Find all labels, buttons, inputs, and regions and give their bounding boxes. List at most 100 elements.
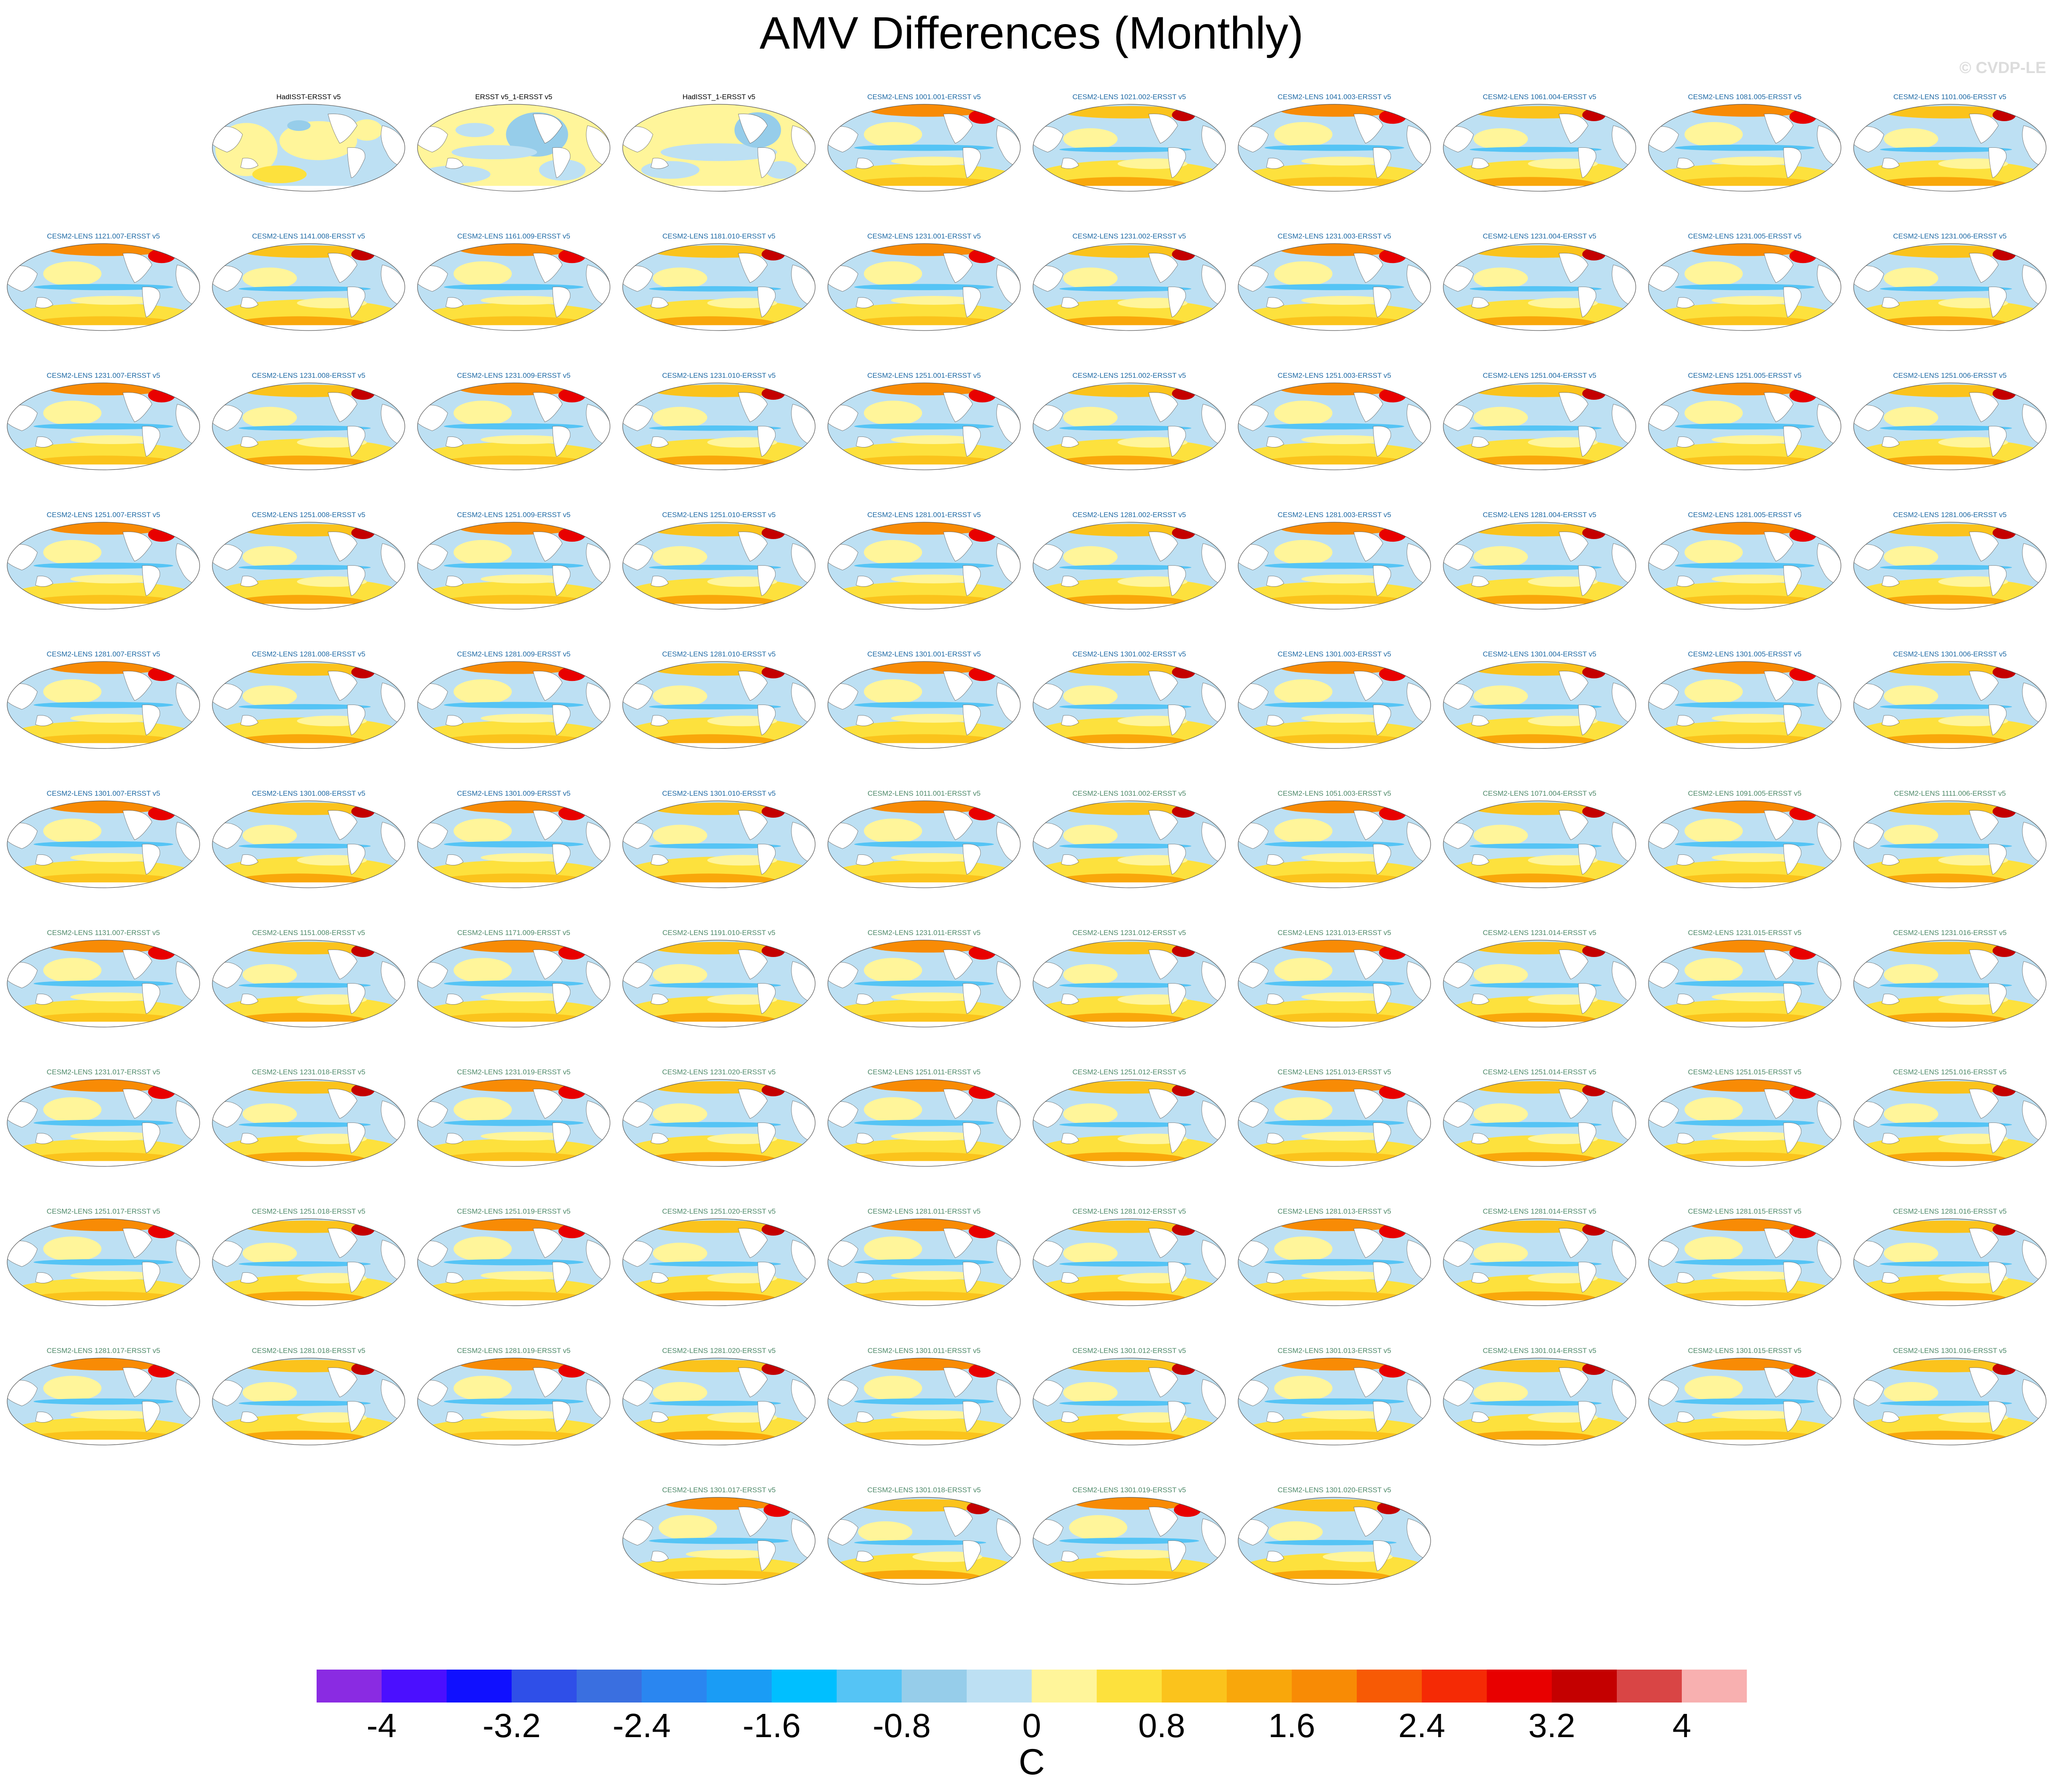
land-mass (651, 1133, 669, 1144)
colorbar-tick-label: 3.2 (1528, 1707, 1575, 1744)
land-mass (1881, 436, 1900, 447)
land-mass (1353, 531, 1383, 561)
land-mass (1061, 1412, 1079, 1423)
anomaly-region (1469, 286, 1602, 292)
anomaly-region (1264, 562, 1404, 569)
anomaly-region (653, 1242, 708, 1264)
anomaly-region (1675, 1120, 1815, 1126)
land-mass (552, 1122, 571, 1153)
anomaly-region (444, 702, 584, 708)
land-mass (651, 854, 669, 865)
anomaly-region (1264, 144, 1404, 151)
anomaly-region (1301, 1271, 1387, 1280)
land-mass (1471, 1272, 1489, 1283)
anomaly-region (649, 1400, 781, 1406)
land-mass (738, 810, 768, 840)
colorbar-bin (577, 1670, 642, 1703)
land-mass (1407, 265, 1431, 307)
land-mass (1881, 1133, 1900, 1144)
anomaly-region (664, 1497, 781, 1510)
land-mass (1676, 854, 1694, 865)
anomaly-region (854, 841, 994, 848)
panel-title: CESM2-LENS 1231.008-ERSST v5 (252, 371, 366, 380)
land-mass (586, 683, 610, 725)
anomaly-region (1280, 1219, 1397, 1231)
colorbar-bin (1487, 1670, 1552, 1703)
land-mass (996, 822, 1020, 864)
land-mass (791, 683, 815, 725)
land-mass (122, 1228, 152, 1258)
land-mass (176, 822, 200, 864)
land-mass (1443, 544, 1474, 570)
land-mass (1238, 962, 1269, 988)
anomaly-region (854, 1120, 994, 1126)
land-mass (1238, 405, 1269, 431)
map-panel: CESM2-LENS 1251.018-ERSST v5 (212, 1207, 405, 1306)
map-panel: CESM2-LENS 1161.009-ERSST v5 (417, 232, 610, 331)
anomaly-region (1675, 702, 1815, 708)
land-mass (7, 1380, 38, 1406)
colorbar-bin (1162, 1670, 1227, 1703)
land-mass (347, 426, 366, 457)
anomaly-region (1063, 824, 1118, 846)
panel-title: CESM2-LENS 1251.009-ERSST v5 (457, 511, 571, 519)
anomaly-region (1884, 1242, 1938, 1264)
land-mass (1033, 1101, 1064, 1128)
anomaly-region (1711, 1132, 1797, 1141)
land-mass (1783, 565, 1802, 596)
anomaly-region (451, 145, 537, 160)
panel-title: CESM2-LENS 1231.013-ERSST v5 (1278, 929, 1391, 937)
anomaly-region (1711, 575, 1797, 583)
anomaly-region (1690, 801, 1807, 813)
anomaly-region (864, 1376, 922, 1401)
land-mass (1168, 1122, 1186, 1153)
land-mass (1988, 705, 2007, 735)
anomaly-region (649, 704, 781, 710)
anomaly-region (1884, 964, 1938, 986)
anomaly-region (43, 1376, 102, 1401)
map-panel: CESM2-LENS 1121.007-ERSST v5 (7, 232, 200, 331)
panel-title: CESM2-LENS 1281.012-ERSST v5 (1073, 1207, 1186, 1215)
land-mass (1881, 297, 1900, 308)
land-mass (586, 404, 610, 446)
map-panel: CESM2-LENS 1281.001-ERSST v5 (827, 511, 1021, 610)
land-mass (1061, 854, 1079, 865)
land-mass (328, 392, 358, 422)
land-mass (1676, 715, 1694, 726)
anomaly-region (49, 1358, 166, 1371)
land-mass (1266, 297, 1284, 308)
land-mass (1471, 1133, 1489, 1144)
land-mass (1969, 392, 1999, 422)
anomaly-region (351, 119, 382, 141)
land-mass (1201, 265, 1225, 307)
land-mass (1854, 962, 1884, 988)
land-mass (1061, 576, 1079, 587)
anomaly-region (33, 284, 173, 290)
land-mass (1764, 1089, 1794, 1119)
land-mass (347, 565, 366, 596)
land-mass (176, 961, 200, 1003)
land-mass (533, 671, 563, 701)
land-mass (1969, 1367, 1999, 1397)
land-mass (1148, 671, 1178, 701)
colorbar-bin (1357, 1670, 1422, 1703)
anomaly-region (1675, 1398, 1815, 1405)
land-mass (1353, 671, 1383, 701)
panel-title: CESM2-LENS 1231.006-ERSST v5 (1893, 232, 2007, 240)
anomaly-region (864, 261, 922, 286)
land-mass (1373, 983, 1391, 1014)
colorbar-bin (707, 1670, 772, 1703)
panel-title: CESM2-LENS 1231.015-ERSST v5 (1688, 929, 1802, 937)
land-mass (996, 1240, 1020, 1282)
map-panel: CESM2-LENS 1101.006-ERSST v5 (1853, 93, 2047, 192)
anomaly-region (455, 123, 494, 137)
land-mass (35, 1133, 53, 1144)
land-mass (533, 531, 563, 561)
land-mass (828, 823, 859, 849)
map-panel: CESM2-LENS 1251.009-ERSST v5 (417, 511, 610, 610)
anomaly-region (1880, 1261, 2012, 1267)
map-panel: CESM2-LENS 1231.013-ERSST v5 (1238, 929, 1431, 1027)
land-mass (1471, 297, 1489, 308)
land-mass (943, 810, 973, 840)
land-mass (757, 426, 776, 457)
